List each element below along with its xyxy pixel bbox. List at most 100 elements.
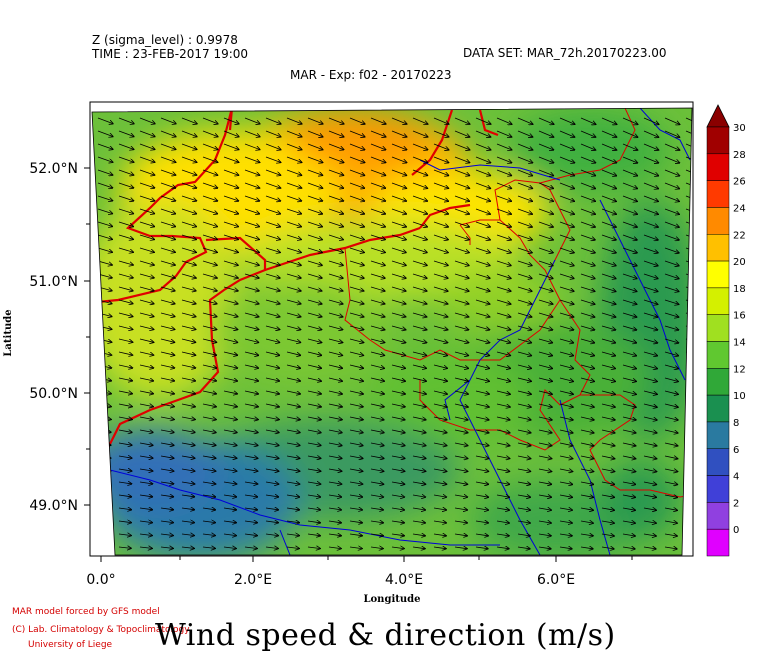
- wind-arrow: [118, 117, 134, 124]
- wind-arrow: [538, 273, 553, 278]
- wind-arrow: [601, 338, 615, 343]
- wind-arrow: [349, 443, 363, 446]
- wind-arrow: [265, 221, 280, 227]
- wind-arrow: [664, 364, 678, 369]
- wind-arrow: [223, 495, 236, 497]
- wind-arrow: [664, 260, 679, 266]
- wind-arrow: [307, 247, 322, 252]
- wind-arrow: [454, 508, 467, 510]
- wind-arrow: [307, 143, 323, 150]
- wind-arrow: [643, 403, 657, 407]
- wind-arrow: [349, 247, 364, 253]
- wind-arrow: [118, 312, 133, 317]
- wind-arrow: [370, 325, 385, 330]
- wind-arrow: [685, 143, 692, 151]
- wind-arrow: [601, 377, 615, 381]
- wind-arrow: [475, 156, 491, 163]
- wind-arrow: [433, 469, 447, 471]
- wind-arrow: [517, 143, 533, 150]
- wind-arrow: [286, 247, 301, 252]
- wind-arrow: [412, 456, 426, 458]
- wind-arrow: [97, 247, 112, 252]
- wind-arrow: [517, 273, 532, 278]
- wind-arrow: [538, 182, 553, 188]
- wind-arrow: [349, 430, 363, 433]
- wind-arrow: [118, 404, 132, 407]
- wind-arrow: [181, 338, 196, 342]
- wind-arrow: [517, 521, 530, 523]
- wind-arrow: [601, 169, 616, 176]
- wind-arrow: [391, 403, 405, 407]
- wind-arrow: [181, 456, 195, 458]
- wind-arrow: [328, 417, 342, 420]
- wind-arrow: [160, 195, 175, 201]
- wind-arrow: [139, 469, 153, 471]
- wind-arrow: [538, 534, 551, 536]
- wind-arrow: [496, 377, 510, 381]
- wind-arrow: [580, 469, 594, 472]
- wind-arrow: [643, 521, 656, 523]
- wind-arrow: [391, 430, 405, 433]
- dataset-label: DATA SET: MAR_72h.20170223.00: [463, 46, 667, 60]
- wind-arrow: [517, 469, 531, 471]
- wind-arrow: [181, 169, 197, 175]
- wind-arrow: [349, 534, 362, 536]
- wind-arrow: [601, 312, 616, 317]
- wind-arrow: [97, 117, 113, 124]
- wind-arrow: [433, 143, 449, 150]
- wind-arrow: [328, 547, 341, 549]
- wind-arrow: [622, 521, 635, 523]
- wind-arrow: [139, 234, 154, 239]
- wind-arrow: [580, 456, 594, 459]
- wind-arrow: [559, 364, 573, 369]
- wind-arrow: [496, 390, 510, 394]
- wind-arrow: [454, 534, 467, 536]
- wind-arrow: [643, 234, 658, 240]
- wind-arrow: [391, 325, 406, 330]
- wind-arrow: [475, 495, 488, 497]
- wind-arrow: [454, 312, 469, 317]
- wind-arrow: [223, 221, 238, 227]
- wind-arrow: [559, 312, 574, 317]
- wind-arrow: [265, 234, 280, 240]
- wind-arrow: [475, 195, 490, 201]
- wind-arrow: [580, 429, 594, 433]
- wind-arrow: [454, 221, 469, 227]
- wind-arrow: [580, 208, 595, 214]
- wind-arrow: [433, 208, 448, 214]
- colorbar-swatch: [706, 502, 730, 530]
- wind-arrow: [685, 117, 692, 125]
- wind-arrow: [328, 247, 343, 252]
- wind-arrow: [433, 443, 447, 446]
- wind-arrow: [139, 195, 155, 201]
- wind-arrow: [538, 247, 553, 253]
- wind-arrow: [454, 495, 467, 497]
- wind-arrow: [580, 130, 596, 137]
- wind-arrow: [328, 156, 344, 163]
- wind-arrow: [433, 325, 448, 330]
- wind-arrow: [496, 338, 510, 343]
- wind-arrow: [160, 390, 174, 394]
- wind-arrow: [202, 208, 217, 214]
- wind-arrow: [664, 377, 678, 382]
- wind-arrow: [580, 390, 594, 394]
- colorbar-label: 22: [733, 230, 746, 241]
- wind-arrow: [118, 482, 132, 484]
- wind-arrow: [181, 312, 196, 317]
- wind-arrow: [286, 117, 302, 124]
- y-tick-label: 52.0°N: [29, 161, 78, 177]
- wind-arrow: [160, 534, 173, 536]
- wind-arrow: [601, 508, 614, 510]
- wind-arrow: [454, 390, 468, 394]
- wind-arrow: [433, 247, 448, 253]
- wind-arrow: [349, 351, 363, 355]
- wind-arrow: [286, 351, 300, 355]
- wind-arrow: [181, 260, 196, 265]
- wind-arrow: [265, 156, 281, 162]
- wind-arrow: [454, 117, 470, 124]
- wind-arrow: [181, 469, 195, 471]
- wind-arrow: [601, 534, 614, 536]
- wind-arrow: [223, 299, 238, 304]
- wind-arrow: [370, 390, 384, 394]
